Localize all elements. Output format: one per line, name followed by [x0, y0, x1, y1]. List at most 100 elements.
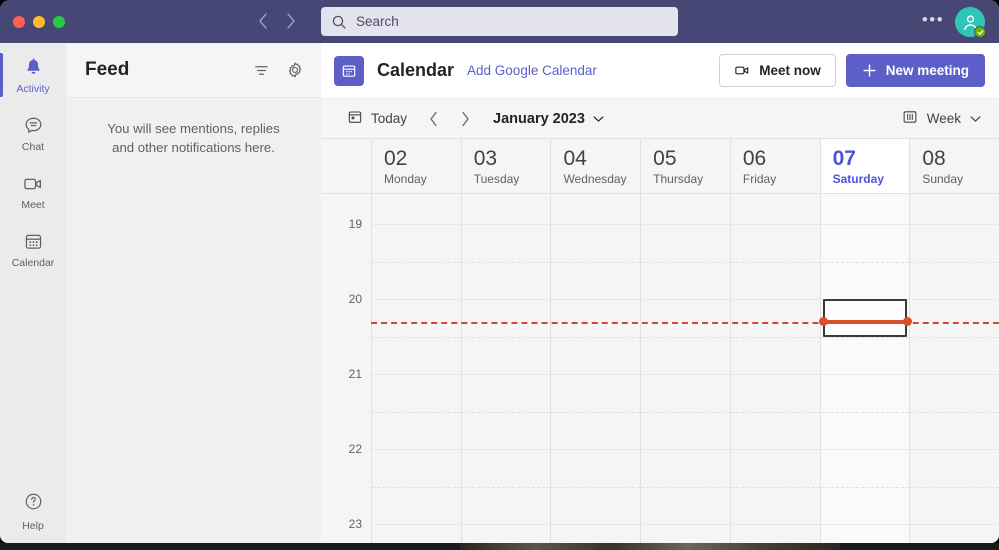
hour-gridline	[461, 449, 551, 450]
hour-gridline	[910, 524, 999, 525]
hour-gridline	[551, 374, 641, 375]
avatar[interactable]	[955, 7, 986, 38]
sidebar-item-activity[interactable]: Activity	[0, 49, 66, 101]
day-header[interactable]: 06 Friday	[730, 139, 821, 193]
day-column[interactable]	[820, 194, 911, 543]
half-hour-gridline	[641, 261, 730, 263]
hour-gridline	[372, 224, 461, 225]
video-camera-icon	[734, 62, 751, 79]
calendar-panel: Calendar Add Google Calendar Meet now Ne…	[321, 43, 999, 543]
hour-gridline	[641, 299, 730, 300]
day-column[interactable]	[641, 194, 731, 543]
search-input[interactable]: Search	[321, 7, 678, 36]
half-hour-gridline	[641, 411, 730, 413]
half-hour-gridline	[910, 261, 999, 263]
month-selector[interactable]: January 2023	[493, 111, 604, 127]
half-hour-gridline	[461, 261, 551, 263]
today-button[interactable]: Today	[347, 109, 407, 128]
gear-icon[interactable]	[285, 60, 305, 80]
half-hour-gridline	[730, 336, 820, 338]
new-meeting-button[interactable]: New meeting	[845, 54, 985, 87]
meet-now-button[interactable]: Meet now	[719, 54, 836, 87]
sidebar-item-calendar[interactable]: Calendar	[0, 223, 66, 275]
hour-gridline	[730, 224, 820, 225]
day-header[interactable]: 04 Wednesday	[551, 139, 642, 193]
hour-gridline	[461, 224, 551, 225]
hour-gridline	[372, 524, 461, 525]
calendar-header-actions: Meet now New meeting	[719, 54, 985, 87]
half-hour-gridline	[372, 411, 461, 413]
day-number: 02	[384, 146, 408, 170]
add-google-calendar-link[interactable]: Add Google Calendar	[467, 63, 597, 78]
view-label: Week	[926, 111, 961, 126]
sidebar-item-meet[interactable]: Meet	[0, 165, 66, 217]
sidebar-item-chat[interactable]: Chat	[0, 107, 66, 159]
hour-gridline	[372, 374, 461, 375]
hour-gridline	[910, 449, 999, 450]
hour-gridline	[641, 224, 730, 225]
more-options-button[interactable]: •••	[921, 10, 945, 29]
maximize-window-button[interactable]	[53, 15, 65, 28]
forward-icon[interactable]	[284, 10, 298, 32]
sidebar-item-label: Calendar	[11, 257, 55, 269]
day-column[interactable]	[461, 194, 552, 543]
calendar-grid: 19 20 21 22 23	[321, 194, 999, 543]
filter-icon[interactable]	[251, 60, 271, 80]
view-selector[interactable]: Week	[902, 109, 981, 128]
chevron-down-icon	[970, 111, 981, 126]
half-hour-gridline	[372, 261, 461, 263]
hour-label: 22	[348, 442, 362, 456]
window-traffic-lights	[13, 15, 69, 28]
hour-gridline	[461, 524, 551, 525]
hour-gridline	[910, 299, 999, 300]
hour-label: 21	[348, 367, 362, 381]
day-column[interactable]	[910, 194, 999, 543]
day-header[interactable]: 05 Thursday	[641, 139, 731, 193]
time-gutter: 19 20 21 22 23	[321, 194, 372, 543]
minimize-window-button[interactable]	[33, 15, 45, 28]
week-navigation	[427, 110, 471, 128]
hour-gridline	[820, 524, 910, 525]
desktop-wallpaper-sliver	[460, 543, 840, 550]
month-label: January 2023	[493, 110, 585, 127]
sidebar-item-label: Activity	[16, 83, 50, 95]
page-title: Feed	[85, 59, 130, 80]
time-slot-selection[interactable]	[822, 299, 908, 337]
hour-gridline	[820, 449, 910, 450]
day-name: Sunday	[922, 171, 964, 186]
calendar-header: Calendar Add Google Calendar Meet now Ne…	[321, 43, 999, 98]
meet-now-label: Meet now	[759, 63, 821, 78]
title-bar: Search •••	[0, 0, 999, 43]
feed-actions	[251, 60, 305, 80]
new-meeting-label: New meeting	[885, 63, 969, 78]
day-column[interactable]	[730, 194, 821, 543]
half-hour-gridline	[820, 411, 910, 413]
chevron-down-icon	[593, 111, 604, 127]
half-hour-gridline	[551, 261, 641, 263]
hour-gridline	[372, 449, 461, 450]
sidebar-item-help[interactable]: Help	[0, 487, 66, 535]
day-header[interactable]: 02 Monday	[372, 139, 462, 193]
day-header[interactable]: 03 Tuesday	[461, 139, 552, 193]
app-rail: Activity Chat Meet Calendar Help	[0, 43, 66, 543]
chat-icon	[23, 113, 44, 138]
previous-week-icon[interactable]	[427, 110, 439, 128]
day-column[interactable]	[372, 194, 462, 543]
calendar-icon	[334, 55, 364, 86]
sidebar-item-label: Meet	[21, 199, 45, 211]
timezone-gutter-header	[321, 139, 372, 193]
day-header[interactable]: 07 Saturday	[820, 139, 911, 193]
half-hour-gridline	[730, 261, 820, 263]
hour-gridline	[551, 299, 641, 300]
feed-panel: Feed You will see mentions, replies and …	[66, 43, 321, 543]
day-column[interactable]	[551, 194, 642, 543]
day-number: 08	[922, 146, 946, 170]
half-hour-gridline	[910, 411, 999, 413]
hour-gridline	[551, 449, 641, 450]
hour-gridline	[820, 224, 910, 225]
day-header[interactable]: 08 Sunday	[910, 139, 999, 193]
close-window-button[interactable]	[13, 15, 25, 28]
status-badge	[974, 26, 986, 38]
next-week-icon[interactable]	[459, 110, 471, 128]
back-icon[interactable]	[256, 10, 270, 32]
